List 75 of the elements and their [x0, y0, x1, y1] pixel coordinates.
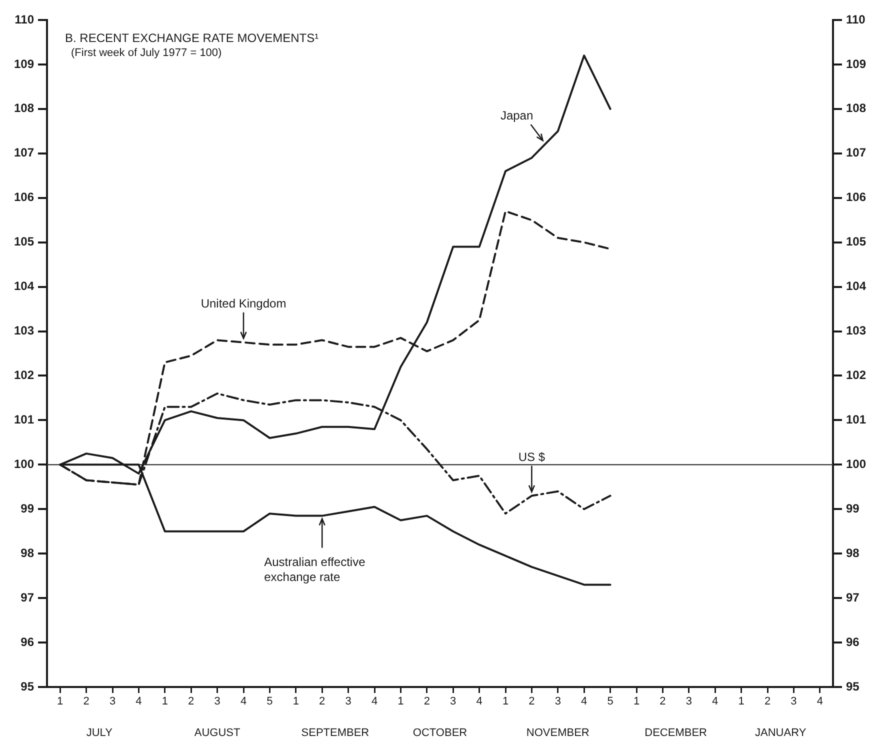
y-tick-label: 96	[20, 634, 34, 649]
x-tick-label: 1	[738, 696, 744, 708]
x-tick-label: 1	[57, 696, 64, 708]
y2-tick-label: 106	[846, 190, 866, 204]
y2-tick-label: 105	[846, 234, 866, 249]
text: AUGUST	[194, 727, 240, 739]
y2-tick-label: 98	[846, 546, 860, 560]
y-tick-label: 102	[14, 368, 34, 382]
x-tick-label: 5	[607, 696, 614, 708]
x-tick-label: 3	[214, 696, 220, 708]
y2-tick-label: 109	[846, 56, 866, 71]
text: United Kingdom	[200, 296, 286, 310]
x-tick-label: 4	[816, 696, 823, 708]
y-tick-label: 100	[14, 456, 34, 471]
y-tick-label: 101	[14, 412, 34, 427]
y-tick-label: 99	[20, 501, 34, 516]
y-tick-label: 95	[20, 679, 34, 694]
x-tick-label: 4	[712, 696, 718, 708]
text: US $	[518, 450, 546, 464]
y2-tick-label: 95	[846, 679, 860, 694]
text: SEPTEMBER	[301, 727, 370, 739]
text: OCTOBER	[412, 727, 468, 739]
y2-tick-label: 97	[846, 590, 860, 604]
x-tick-label: 3	[686, 696, 692, 708]
x-tick-label: 4	[371, 696, 378, 708]
y-tick-label: 107	[14, 146, 34, 160]
x-tick-label: 2	[319, 696, 326, 708]
x-tick-label: 2	[424, 696, 430, 708]
x-tick-label: 3	[790, 696, 797, 708]
x-tick-label: 1	[292, 696, 299, 708]
x-tick-label: 2	[660, 696, 666, 708]
x-tick-label: 1	[398, 696, 404, 708]
text: NOVEMBER	[526, 727, 590, 739]
y-tick-label: 97	[20, 590, 34, 604]
x-tick-label: 2	[528, 696, 535, 708]
y2-tick-label: 108	[846, 101, 866, 116]
y2-tick-label: 110	[846, 12, 866, 26]
y-tick-label: 103	[14, 324, 34, 338]
x-tick-label: 4	[581, 696, 588, 708]
x-tick-label: 2	[764, 696, 771, 708]
x-tick-label: 4	[240, 696, 247, 708]
text: JULY	[86, 727, 114, 739]
x-tick-label: 3	[345, 696, 352, 708]
x-tick-label: 2	[83, 696, 90, 708]
y-tick-label: 108	[14, 101, 34, 116]
y2-tick-label: 107	[846, 146, 866, 160]
x-tick-label: 5	[266, 696, 273, 708]
y-tick-label: 104	[14, 279, 34, 294]
x-tick-label: 4	[136, 696, 142, 708]
text: B. RECENT EXCHANGE RATE MOVEMENTS¹	[65, 31, 319, 45]
x-tick-label: 2	[188, 696, 194, 708]
x-tick-label: 3	[450, 696, 456, 708]
y-tick-label: 110	[14, 12, 34, 26]
y-tick-label: 106	[14, 190, 34, 204]
x-tick-label: 3	[554, 696, 561, 708]
y-tick-label: 98	[20, 546, 34, 560]
text: Australian effective exchange rate	[264, 554, 366, 584]
series-label: Japan	[500, 108, 534, 123]
y2-tick-label: 103	[846, 324, 866, 338]
x-tick-label: 3	[109, 696, 116, 708]
x-tick-label: 1	[162, 696, 168, 708]
x-tick-label: 4	[476, 696, 482, 708]
x-tick-label: 1	[633, 696, 640, 708]
text: JANUARY	[755, 727, 807, 739]
text: (First week of July 1977 = 100)	[71, 47, 222, 59]
y2-tick-label: 102	[846, 368, 866, 382]
y-tick-label: 105	[14, 234, 34, 249]
y2-tick-label: 99	[846, 501, 860, 516]
y2-tick-label: 96	[846, 634, 860, 649]
text: DECEMBER	[644, 727, 708, 739]
y2-tick-label: 100	[846, 456, 866, 471]
x-tick-label: 1	[502, 696, 509, 708]
y-tick-label: 109	[14, 56, 34, 71]
y2-tick-label: 104	[846, 279, 866, 294]
y2-tick-label: 101	[846, 412, 866, 427]
